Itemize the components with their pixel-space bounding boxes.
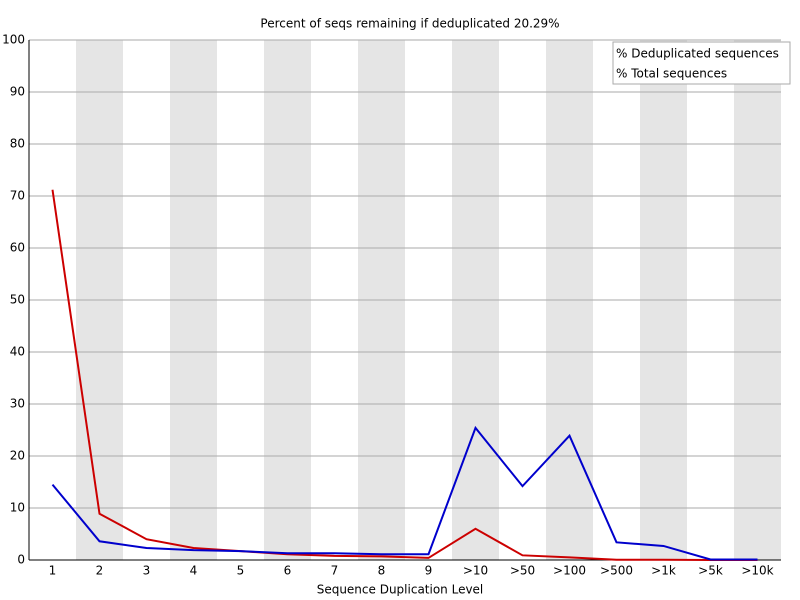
x-axis-label: Sequence Duplication Level	[317, 583, 484, 597]
line	[51, 425, 758, 561]
y-tick-label: 20	[10, 449, 25, 463]
y-tick-label: 50	[10, 293, 25, 307]
y-tick-label: 70	[10, 189, 25, 203]
y-tick-label: 90	[10, 85, 25, 99]
y-tick-label: 80	[10, 137, 25, 151]
x-tick-label: 1	[49, 564, 57, 578]
x-tick-label: 3	[143, 564, 151, 578]
x-tick-label: >50	[510, 564, 535, 578]
x-tick-label: >1k	[651, 564, 676, 578]
chart-title: Percent of seqs remaining if deduplicate…	[260, 17, 559, 31]
x-tick-label: 4	[190, 564, 198, 578]
y-tick-label: 40	[10, 345, 25, 359]
y-tick-label: 0	[17, 553, 25, 567]
legend-box	[612, 41, 791, 85]
x-tick-label: 6	[284, 564, 292, 578]
x-tick-label: >10k	[741, 564, 773, 578]
x-tick-label: 9	[425, 564, 433, 578]
y-tick-label: 10	[10, 501, 25, 515]
y-tick-label: 30	[10, 397, 25, 411]
x-tick-label: 7	[331, 564, 339, 578]
x-tick-label: 8	[378, 564, 386, 578]
x-tick-label: >10	[463, 564, 488, 578]
x-tick-label: >100	[553, 564, 586, 578]
legend-entry: % Total sequences	[616, 67, 727, 81]
y-tick-label: 60	[10, 241, 25, 255]
x-tick-label: 5	[237, 564, 245, 578]
x-tick-label: 2	[96, 564, 104, 578]
x-tick-label: >5k	[698, 564, 723, 578]
y-tick-label: 100	[2, 33, 25, 47]
line	[51, 189, 758, 561]
x-tick-label: >500	[600, 564, 633, 578]
legend-entry: % Deduplicated sequences	[616, 47, 779, 61]
